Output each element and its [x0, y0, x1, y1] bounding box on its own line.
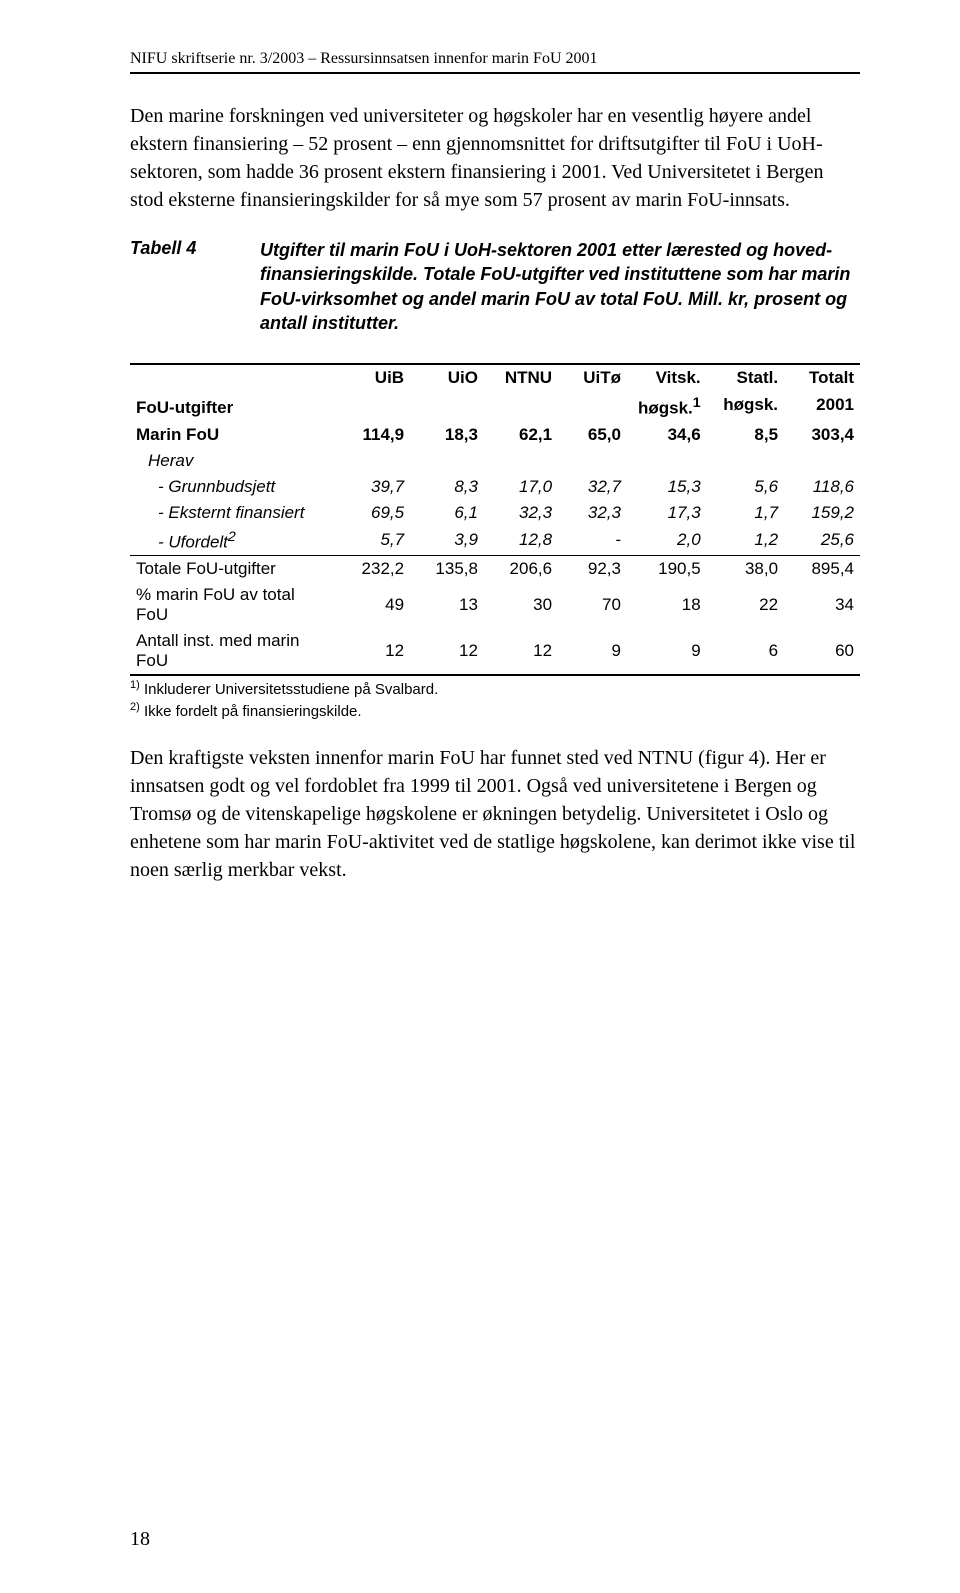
footnote-1-sup: 1) [130, 679, 140, 691]
cell-value: 12 [336, 628, 410, 675]
table-header-row-1: FoU-utgifter UiB UiO NTNU UiTø Vitsk. St… [130, 364, 860, 391]
cell-value: 92,3 [558, 556, 627, 583]
header-uib: UiB [336, 364, 410, 391]
paragraph-2: Den kraftigste veksten innenfor marin Fo… [130, 744, 860, 884]
cell-value: 39,7 [336, 474, 410, 500]
cell-value: 8,5 [707, 422, 784, 448]
footnote-1-text: Inkluderer Universitetsstudiene på Svalb… [140, 681, 439, 698]
cell-value: 38,0 [707, 556, 784, 583]
cell-value: 34 [784, 582, 860, 628]
cell-value: 12,8 [484, 526, 558, 556]
paragraph-1: Den marine forskningen ved universiteter… [130, 102, 860, 214]
cell-value: 206,6 [484, 556, 558, 583]
row-eksternt: - Eksternt finansiert 69,5 6,1 32,3 32,3… [130, 500, 860, 526]
cell-value: 6 [707, 628, 784, 675]
header-totalt: Totalt [784, 364, 860, 391]
header-vitsk-sup: 1 [693, 395, 701, 411]
header-rowlabel: FoU-utgifter [130, 364, 336, 421]
cell-value: 49 [336, 582, 410, 628]
cell-value: 232,2 [336, 556, 410, 583]
cell-value: 17,3 [627, 500, 707, 526]
cell-value: 60 [784, 628, 860, 675]
cell-value: 32,3 [558, 500, 627, 526]
cell-label: Antall inst. med marin FoU [130, 628, 336, 675]
cell-value: 69,5 [336, 500, 410, 526]
cell-value: 159,2 [784, 500, 860, 526]
footnote-2-sup: 2) [130, 701, 140, 713]
header-uito: UiTø [558, 364, 627, 391]
cell-value: - [558, 526, 627, 556]
cell-value: 1,7 [707, 500, 784, 526]
cell-value: 1,2 [707, 526, 784, 556]
cell-value: 12 [484, 628, 558, 675]
cell-value: 3,9 [410, 526, 484, 556]
cell-value: 22 [707, 582, 784, 628]
row-totale: Totale FoU-utgifter 232,2 135,8 206,6 92… [130, 556, 860, 583]
cell-value: 12 [410, 628, 484, 675]
footnote-2: 2) Ikke fordelt på finansieringskilde. [130, 700, 860, 722]
cell-value: 9 [558, 628, 627, 675]
cell-value: 118,6 [784, 474, 860, 500]
page-number: 18 [130, 1528, 150, 1551]
header-rule [130, 72, 860, 74]
cell-value: 6,1 [410, 500, 484, 526]
cell-label: % marin FoU av total FoU [130, 582, 336, 628]
cell-value: 8,3 [410, 474, 484, 500]
cell-value: 135,8 [410, 556, 484, 583]
cell-value: 70 [558, 582, 627, 628]
cell-value: 15,3 [627, 474, 707, 500]
row-grunnbudsjett: - Grunnbudsjett 39,7 8,3 17,0 32,7 15,3 … [130, 474, 860, 500]
cell-value: 5,6 [707, 474, 784, 500]
footnote-1: 1) Inkluderer Universitetsstudiene på Sv… [130, 678, 860, 700]
cell-value: 62,1 [484, 422, 558, 448]
cell-label: - Ufordelt2 [130, 526, 336, 556]
header-totalt-sub: 2001 [784, 392, 860, 422]
cell-label: Totale FoU-utgifter [130, 556, 336, 583]
cell-value: 895,4 [784, 556, 860, 583]
header-uio: UiO [410, 364, 484, 391]
page-container: NIFU skriftserie nr. 3/2003 – Ressursinn… [0, 0, 960, 1593]
cell-value: 30 [484, 582, 558, 628]
cell-value: 34,6 [627, 422, 707, 448]
header-vitsk-sub-text: høgsk. [638, 398, 693, 417]
table-4-description: Utgifter til marin FoU i UoH-sektoren 20… [260, 238, 860, 335]
row-ufordelt: - Ufordelt2 5,7 3,9 12,8 - 2,0 1,2 25,6 [130, 526, 860, 556]
cell-value: 2,0 [627, 526, 707, 556]
header-vitsk: Vitsk. [627, 364, 707, 391]
cell-value: 13 [410, 582, 484, 628]
cell-value: 25,6 [784, 526, 860, 556]
cell-value: 303,4 [784, 422, 860, 448]
ufordelt-label-text: - Ufordelt [158, 532, 228, 551]
footnote-2-text: Ikke fordelt på finansieringskilde. [140, 703, 362, 720]
header-statl-sub: høgsk. [707, 392, 784, 422]
cell-value: 114,9 [336, 422, 410, 448]
cell-value: 18 [627, 582, 707, 628]
cell-value: 18,3 [410, 422, 484, 448]
table-footnotes: 1) Inkluderer Universitetsstudiene på Sv… [130, 678, 860, 722]
cell-label: Herav [130, 448, 336, 474]
cell-value: 32,7 [558, 474, 627, 500]
cell-value: 190,5 [627, 556, 707, 583]
row-percent: % marin FoU av total FoU 49 13 30 70 18 … [130, 582, 860, 628]
header-vitsk-sub: høgsk.1 [627, 392, 707, 422]
cell-label: - Eksternt finansiert [130, 500, 336, 526]
cell-value: 9 [627, 628, 707, 675]
ufordelt-sup: 2 [228, 529, 236, 545]
row-marin-fou: Marin FoU 114,9 18,3 62,1 65,0 34,6 8,5 … [130, 422, 860, 448]
table-4-label: Tabell 4 [130, 238, 260, 335]
cell-label: - Grunnbudsjett [130, 474, 336, 500]
cell-label: Marin FoU [130, 422, 336, 448]
running-header: NIFU skriftserie nr. 3/2003 – Ressursinn… [130, 50, 860, 68]
row-antall: Antall inst. med marin FoU 12 12 12 9 9 … [130, 628, 860, 675]
table-4-caption-block: Tabell 4 Utgifter til marin FoU i UoH-se… [130, 238, 860, 335]
header-statl: Statl. [707, 364, 784, 391]
header-ntnu: NTNU [484, 364, 558, 391]
row-herav: Herav [130, 448, 860, 474]
cell-value: 32,3 [484, 500, 558, 526]
cell-value: 17,0 [484, 474, 558, 500]
cell-value: 65,0 [558, 422, 627, 448]
fou-table: FoU-utgifter UiB UiO NTNU UiTø Vitsk. St… [130, 363, 860, 676]
cell-value: 5,7 [336, 526, 410, 556]
